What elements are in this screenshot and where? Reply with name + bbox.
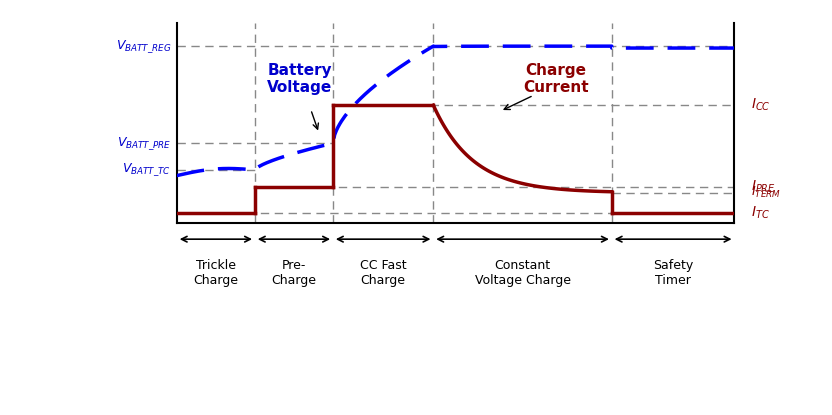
Text: CC Fast
Charge: CC Fast Charge bbox=[359, 259, 407, 287]
Text: Pre-
Charge: Pre- Charge bbox=[271, 259, 316, 287]
Text: $V_{BATT\_REG}$: $V_{BATT\_REG}$ bbox=[116, 38, 171, 54]
Text: $I_{PRE}$: $I_{PRE}$ bbox=[751, 179, 776, 195]
Text: Constant
Voltage Charge: Constant Voltage Charge bbox=[474, 259, 571, 287]
Text: $I_{TC}$: $I_{TC}$ bbox=[751, 205, 770, 221]
Text: $I_{CC}$: $I_{CC}$ bbox=[751, 97, 770, 113]
Text: $I_{TERM}$: $I_{TERM}$ bbox=[751, 185, 781, 200]
Text: Charge
Current: Charge Current bbox=[523, 63, 589, 95]
Text: Battery
Voltage: Battery Voltage bbox=[267, 63, 332, 95]
Text: $V_{BATT\_PRE}$: $V_{BATT\_PRE}$ bbox=[116, 135, 171, 151]
Text: Safety
Timer: Safety Timer bbox=[653, 259, 693, 287]
Text: Trickle
Charge: Trickle Charge bbox=[193, 259, 239, 287]
Text: $V_{BATT\_TC}$: $V_{BATT\_TC}$ bbox=[122, 161, 171, 178]
